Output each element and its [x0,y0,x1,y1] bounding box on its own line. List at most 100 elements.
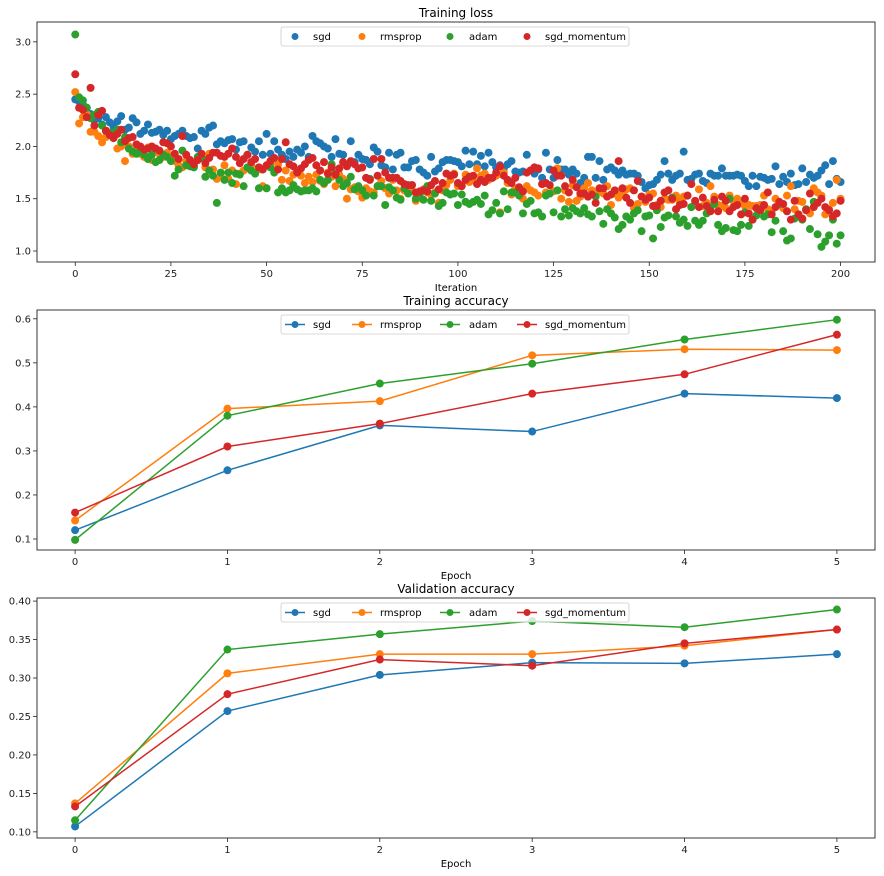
data-point [132,118,141,127]
data-point [170,171,179,180]
data-point [740,194,749,203]
data-point [71,816,80,825]
x-tick-label: 1 [224,845,230,856]
data-point [564,188,573,197]
x-axis-label: Epoch [441,571,472,582]
data-point [680,639,689,648]
data-point [71,535,80,544]
data-point [465,160,474,169]
data-point [375,670,384,679]
data-point [289,162,298,171]
data-point [561,182,570,191]
data-point [687,203,696,212]
y-tick-label: 0.10 [9,827,31,838]
data-point [541,148,550,157]
data-point [752,182,761,191]
data-point [375,379,384,388]
data-point [98,106,107,115]
data-point [457,190,466,199]
legend-label: rmsprop [380,32,422,43]
data-point [327,152,336,161]
data-point [528,389,537,398]
data-point [434,185,443,194]
data-point [656,170,665,179]
data-point [528,359,537,368]
data-point [404,189,413,198]
legend-label: sgd_momentum [545,608,626,619]
data-point [771,162,780,171]
data-point [331,182,340,191]
legend-item-adam: adam [440,320,497,331]
data-point [680,335,689,344]
x-tick-label: 100 [448,269,467,280]
data-point [396,148,405,157]
x-tick-label: 50 [260,269,273,280]
y-tick-label: 0.1 [15,534,31,545]
data-point [86,83,95,92]
series-adam [71,315,841,544]
data-point [714,220,723,229]
data-point [656,222,665,231]
data-point [385,148,394,157]
data-point [721,196,730,205]
data-point [564,197,573,206]
data-point [832,315,841,324]
data-point [178,131,187,140]
data-point [587,190,596,199]
data-point [492,198,501,207]
data-point [231,152,240,161]
data-point [220,175,229,184]
data-point [561,205,570,214]
data-point [821,161,830,170]
data-point [224,168,233,177]
data-point [375,419,384,428]
data-point [342,194,351,203]
x-tick-label: 75 [356,269,369,280]
data-point [649,234,658,243]
data-point [737,210,746,219]
data-point [538,212,547,221]
x-tick-label: 150 [640,269,659,280]
data-point [664,211,673,220]
data-point [365,175,374,184]
data-point [193,156,202,165]
data-point [786,215,795,224]
data-point [782,207,791,216]
data-point [297,148,306,157]
data-point [258,150,267,159]
legend-label: sgd_momentum [545,32,626,43]
data-point [680,370,689,379]
data-point [786,169,795,178]
data-point [223,442,232,451]
legend-label: rmsprop [380,320,422,331]
data-point [595,207,604,216]
series-line-sgd_momentum [74,333,838,514]
data-point [396,195,405,204]
data-point [549,208,558,217]
y-tick-label: 2.5 [15,90,31,101]
y-tick-label: 0.20 [9,750,31,761]
data-point [469,171,478,180]
legend-marker [523,33,531,40]
data-point [488,206,497,215]
series-line-sgd_momentum [74,628,837,808]
series-sgd [71,650,841,831]
data-point [274,165,283,174]
data-point [660,157,669,166]
data-point [335,164,344,173]
legend-label: sgd [313,320,331,331]
data-point [832,650,841,659]
data-point [339,150,348,159]
data-point [223,707,232,716]
legend-item-rmsprop: rmsprop [352,320,422,331]
data-point [832,346,841,355]
legend: sgd rmsprop adam sgd_momentum [280,314,630,335]
data-point [832,625,841,634]
data-point [71,526,80,535]
plot-area: 0 25 50 75 100 125 150 175 200 1.0 1.5 2.0 2.5 3.0 sgd… [15,21,876,280]
y-tick-label: 1.5 [15,194,31,205]
data-point [557,171,566,180]
data-point [128,133,137,142]
data-point [239,182,248,191]
data-point [277,154,286,163]
